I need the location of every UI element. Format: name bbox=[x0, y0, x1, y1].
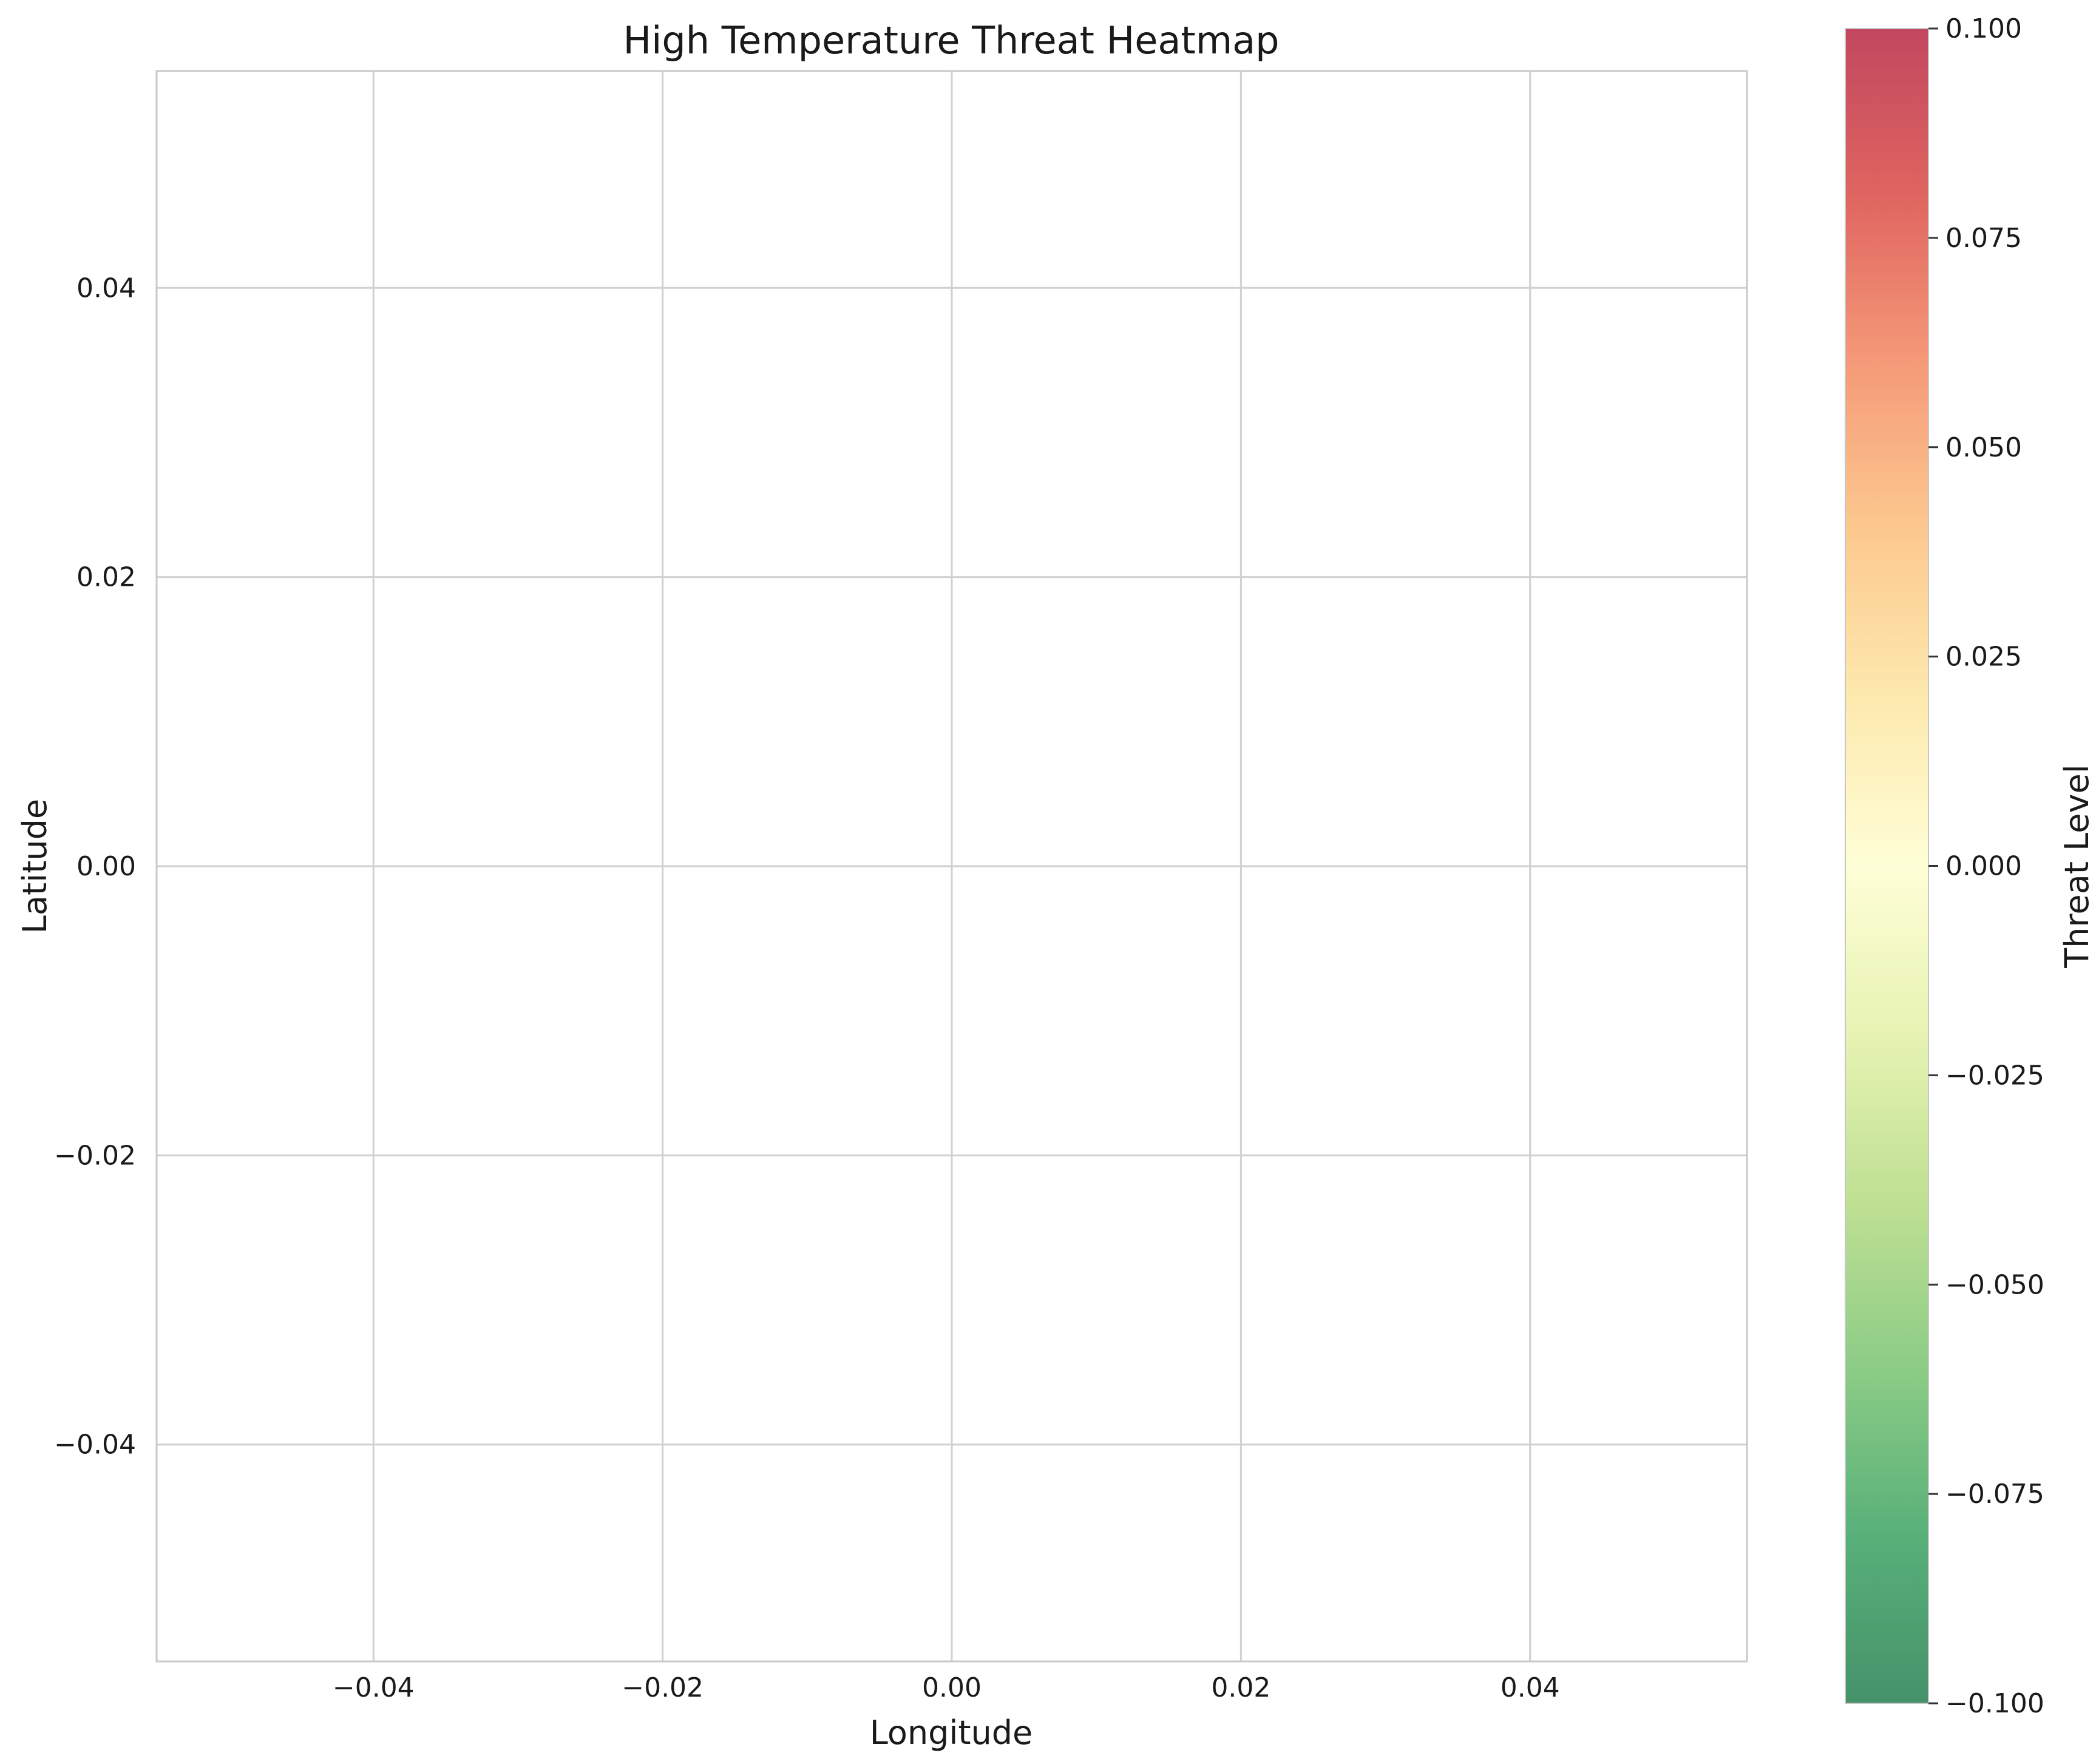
colorbar-ticks: 0.100 0.075 0.050 0.025 0.000 −0.025 −0.050 −0.… bbox=[1928, 13, 2044, 1719]
colorbar: 0.100 0.075 0.050 0.025 0.000 −0.025 −0.050 −0.… bbox=[1845, 13, 2096, 1719]
y-tick-label: 0.00 bbox=[76, 851, 136, 882]
x-tick-label: −0.04 bbox=[333, 1672, 415, 1703]
colorbar-tick-label: −0.100 bbox=[1945, 1688, 2044, 1719]
y-tick-label: 0.02 bbox=[76, 562, 136, 593]
colorbar-tick-label: 0.050 bbox=[1945, 432, 2022, 463]
x-axis-ticks: −0.04 −0.02 0.00 0.02 0.04 bbox=[333, 1672, 1560, 1703]
colorbar-tick-label: −0.025 bbox=[1945, 1060, 2044, 1091]
colorbar-tick-label: −0.075 bbox=[1945, 1479, 2044, 1510]
y-tick-label: 0.04 bbox=[76, 273, 136, 304]
colorbar-tick-label: 0.025 bbox=[1945, 642, 2022, 673]
colorbar-tick-label: 0.100 bbox=[1945, 13, 2022, 44]
chart-title: High Temperature Threat Heatmap bbox=[623, 18, 1280, 63]
x-axis-label: Longitude bbox=[870, 1714, 1033, 1752]
grid-lines bbox=[157, 71, 1747, 1661]
x-tick-label: −0.02 bbox=[622, 1672, 704, 1703]
y-tick-label: −0.02 bbox=[54, 1140, 136, 1171]
x-tick-label: 0.02 bbox=[1211, 1672, 1270, 1703]
y-axis-label: Latitude bbox=[16, 799, 54, 934]
colorbar-tick-label: 0.000 bbox=[1945, 851, 2022, 882]
x-tick-label: 0.00 bbox=[922, 1672, 982, 1703]
plot-area bbox=[155, 70, 1748, 1663]
colorbar-label: Threat Level bbox=[2058, 764, 2096, 968]
colorbar-tick-label: −0.050 bbox=[1945, 1269, 2044, 1300]
x-tick-label: 0.04 bbox=[1501, 1672, 1560, 1703]
colorbar-gradient bbox=[1845, 29, 1928, 1703]
y-tick-label: −0.04 bbox=[54, 1430, 136, 1460]
plot-frame bbox=[155, 70, 1748, 1663]
colorbar-tick-label: 0.075 bbox=[1945, 223, 2022, 254]
y-axis-ticks: 0.04 0.02 0.00 −0.02 −0.04 bbox=[54, 273, 136, 1460]
